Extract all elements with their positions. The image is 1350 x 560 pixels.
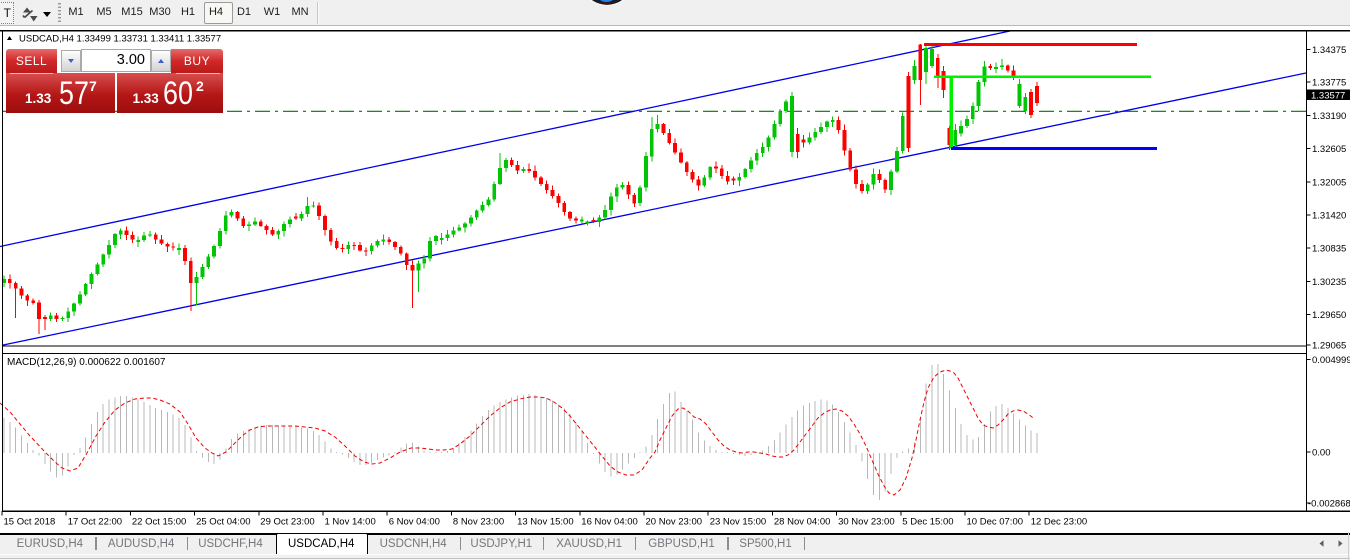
svg-text:1.29065: 1.29065: [1312, 341, 1346, 352]
svg-text:22 Oct 15:00: 22 Oct 15:00: [132, 517, 186, 528]
svg-text:25 Oct 04:00: 25 Oct 04:00: [196, 517, 250, 528]
svg-text:-0.002868: -0.002868: [1308, 499, 1350, 510]
svg-text:20 Nov 23:00: 20 Nov 23:00: [646, 517, 703, 528]
svg-text:1.33775: 1.33775: [1312, 78, 1346, 89]
svg-text:15 Oct 2018: 15 Oct 2018: [4, 517, 56, 528]
svg-text:16 Nov 04:00: 16 Nov 04:00: [581, 517, 638, 528]
svg-text:13 Nov 15:00: 13 Nov 15:00: [517, 517, 574, 528]
svg-text:28 Nov 04:00: 28 Nov 04:00: [774, 517, 831, 528]
svg-text:1 Nov 14:00: 1 Nov 14:00: [325, 517, 376, 528]
svg-text:1.32005: 1.32005: [1312, 177, 1346, 188]
svg-text:1.32605: 1.32605: [1312, 144, 1346, 155]
svg-text:23 Nov 15:00: 23 Nov 15:00: [710, 517, 767, 528]
svg-text:USDCAD,H4 1.33499 1.33731 1.3: USDCAD,H4 1.33499 1.33731 1.33411 1.3357…: [19, 34, 221, 45]
svg-text:6 Nov 04:00: 6 Nov 04:00: [389, 517, 440, 528]
svg-text:5 Dec 15:00: 5 Dec 15:00: [902, 517, 953, 528]
svg-text:8 Nov 23:00: 8 Nov 23:00: [453, 517, 504, 528]
svg-text:1.33577: 1.33577: [1311, 91, 1345, 102]
svg-text:1.31420: 1.31420: [1312, 211, 1346, 222]
svg-text:1.30235: 1.30235: [1312, 277, 1346, 288]
svg-text:30 Nov 23:00: 30 Nov 23:00: [838, 517, 895, 528]
svg-text:17 Oct 22:00: 17 Oct 22:00: [68, 517, 122, 528]
svg-text:29 Oct 23:00: 29 Oct 23:00: [260, 517, 314, 528]
svg-text:0.004999: 0.004999: [1312, 355, 1350, 366]
svg-text:12 Dec 23:00: 12 Dec 23:00: [1031, 517, 1088, 528]
svg-text:10 Dec 07:00: 10 Dec 07:00: [967, 517, 1024, 528]
svg-text:1.33190: 1.33190: [1312, 111, 1346, 122]
svg-text:0.00: 0.00: [1312, 448, 1331, 459]
svg-text:1.34375: 1.34375: [1312, 45, 1346, 56]
svg-text:MACD(12,26,9) 0.000622 0.00160: MACD(12,26,9) 0.000622 0.001607: [7, 357, 166, 368]
svg-text:1.29650: 1.29650: [1312, 310, 1346, 321]
svg-text:1.30835: 1.30835: [1312, 244, 1346, 255]
